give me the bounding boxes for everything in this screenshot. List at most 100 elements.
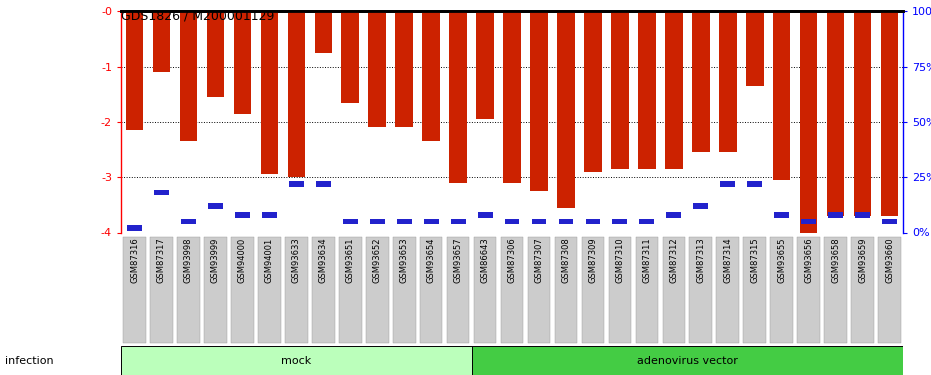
FancyBboxPatch shape (474, 237, 496, 343)
Bar (640, 219, 654, 224)
FancyBboxPatch shape (339, 237, 361, 343)
Bar (665, 11, 682, 169)
Text: GSM87308: GSM87308 (561, 238, 571, 284)
Bar (316, 181, 331, 187)
Bar (802, 219, 816, 224)
FancyBboxPatch shape (636, 237, 658, 343)
Bar (396, 11, 413, 128)
Bar (504, 11, 520, 183)
FancyBboxPatch shape (528, 237, 550, 343)
Bar (450, 11, 466, 183)
Bar (126, 11, 143, 130)
Bar (127, 225, 142, 231)
Text: GSM93655: GSM93655 (777, 238, 786, 283)
Bar (315, 11, 332, 53)
Bar (883, 219, 897, 224)
Text: GSM87310: GSM87310 (615, 238, 625, 284)
FancyBboxPatch shape (555, 237, 577, 343)
Bar (208, 203, 223, 209)
Bar (451, 219, 466, 224)
Bar (289, 181, 304, 187)
FancyBboxPatch shape (366, 237, 388, 343)
Bar (234, 11, 251, 114)
Bar (748, 181, 762, 187)
Bar (829, 212, 843, 217)
Text: GSM93659: GSM93659 (858, 238, 867, 283)
Bar (694, 203, 708, 209)
Text: GSM93652: GSM93652 (372, 238, 382, 283)
Bar (856, 212, 870, 217)
Text: GSM87306: GSM87306 (507, 238, 517, 284)
Bar (827, 11, 844, 216)
Bar (586, 219, 600, 224)
Bar (719, 11, 736, 152)
Bar (154, 190, 169, 195)
Bar (121, 346, 472, 375)
Bar (881, 11, 898, 216)
FancyBboxPatch shape (420, 237, 442, 343)
Text: GSM93651: GSM93651 (345, 238, 355, 283)
FancyBboxPatch shape (204, 237, 227, 343)
Bar (477, 11, 493, 119)
FancyBboxPatch shape (150, 237, 173, 343)
FancyBboxPatch shape (312, 237, 334, 343)
FancyBboxPatch shape (123, 237, 146, 343)
FancyBboxPatch shape (231, 237, 254, 343)
Bar (423, 11, 440, 141)
Text: GSM94001: GSM94001 (264, 238, 274, 283)
Bar (692, 11, 709, 152)
Text: mock: mock (281, 357, 312, 366)
FancyBboxPatch shape (851, 237, 874, 343)
Bar (854, 11, 871, 216)
Bar (180, 11, 197, 141)
FancyBboxPatch shape (744, 237, 766, 343)
Bar (343, 219, 358, 224)
FancyBboxPatch shape (393, 237, 415, 343)
Bar (424, 219, 439, 224)
Text: GSM93656: GSM93656 (804, 238, 813, 284)
Bar (638, 11, 655, 169)
Bar (478, 212, 492, 217)
Text: GSM87317: GSM87317 (157, 238, 166, 284)
Bar (397, 219, 412, 224)
Bar (667, 212, 681, 217)
Text: GDS1826 / M200001129: GDS1826 / M200001129 (121, 9, 275, 22)
Text: GSM93999: GSM93999 (211, 238, 220, 283)
Bar (369, 11, 386, 128)
Bar (153, 11, 170, 72)
Text: GSM93658: GSM93658 (831, 238, 840, 284)
Bar (613, 219, 627, 224)
Text: GSM87313: GSM87313 (696, 238, 706, 284)
Text: GSM93998: GSM93998 (184, 238, 193, 283)
Text: GSM87311: GSM87311 (642, 238, 652, 284)
FancyBboxPatch shape (663, 237, 685, 343)
FancyBboxPatch shape (717, 237, 739, 343)
FancyBboxPatch shape (258, 237, 280, 343)
FancyBboxPatch shape (501, 237, 523, 343)
Bar (261, 11, 278, 174)
Bar (342, 11, 359, 102)
Text: GSM93634: GSM93634 (318, 238, 328, 284)
FancyBboxPatch shape (878, 237, 901, 343)
FancyBboxPatch shape (177, 237, 200, 343)
Bar (207, 11, 224, 97)
Bar (181, 219, 196, 224)
Bar (532, 219, 546, 224)
Bar (235, 212, 250, 217)
Bar (558, 11, 574, 208)
Bar (531, 11, 547, 191)
Bar (800, 11, 817, 235)
Text: GSM93660: GSM93660 (885, 238, 894, 284)
Text: GSM87312: GSM87312 (669, 238, 679, 284)
FancyBboxPatch shape (582, 237, 604, 343)
FancyBboxPatch shape (824, 237, 847, 343)
Bar (746, 11, 763, 86)
Text: GSM87307: GSM87307 (534, 238, 544, 284)
FancyBboxPatch shape (770, 237, 793, 343)
Text: GSM93654: GSM93654 (426, 238, 436, 283)
Text: GSM93657: GSM93657 (453, 238, 463, 284)
Text: GSM86643: GSM86643 (480, 238, 490, 284)
Text: infection: infection (5, 357, 53, 366)
FancyBboxPatch shape (447, 237, 469, 343)
Text: GSM93653: GSM93653 (399, 238, 409, 284)
